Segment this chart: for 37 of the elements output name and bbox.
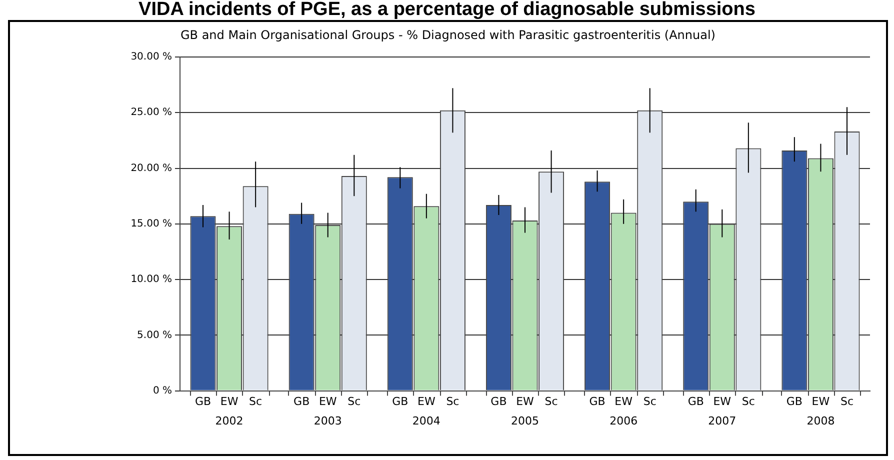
text: Sc	[840, 395, 854, 408]
y-tick-label: 25.00 %	[130, 107, 172, 118]
text: EW	[812, 395, 830, 408]
text: Sc	[643, 395, 656, 408]
chart-subtitle: GB and Main Organisational Groups - % Diagnosed with Parasitic gastroenteritis (Annual)	[179, 28, 716, 42]
text: Sc	[544, 395, 558, 408]
text: GB	[589, 395, 606, 408]
y-tick-label: 5.00 %	[137, 330, 172, 341]
text: EW	[614, 395, 632, 408]
x-tick-label: 2003	[314, 414, 342, 428]
text: GB	[392, 395, 408, 408]
y-tick-label: 10.00 %	[130, 274, 172, 286]
text: Sc	[742, 395, 755, 408]
y-tick-label: 20.00 %	[130, 162, 172, 174]
text: EW	[516, 395, 534, 408]
x-tick-label: 2007	[708, 414, 736, 428]
text: Sc	[446, 395, 460, 408]
series-label: EW	[220, 395, 238, 408]
series-label: GB	[194, 395, 212, 408]
x-tick-label: 2006	[610, 414, 638, 428]
x-tick-label: 2008	[806, 414, 835, 428]
series-label: Sc	[249, 395, 262, 408]
y-tick-label: 0 %	[152, 385, 172, 396]
text: GB	[786, 395, 802, 408]
text: Sc	[348, 395, 361, 408]
text: GB	[294, 395, 310, 408]
y-tick-label: 15.00 %	[130, 218, 172, 230]
text: EW	[713, 395, 732, 408]
x-tick-label: 2005	[511, 414, 539, 428]
text: GB	[490, 395, 507, 408]
chart-title: VIDA incidents of PGE, as a percentage of diagnosable submissions	[138, 0, 756, 20]
x-tick-label: 2002	[215, 414, 244, 428]
text: EW	[318, 395, 337, 408]
x-tick-label: 2004	[412, 414, 440, 428]
y-tick-label: 30.00 %	[130, 52, 172, 63]
text: GB	[688, 395, 704, 408]
text: EW	[418, 395, 436, 408]
